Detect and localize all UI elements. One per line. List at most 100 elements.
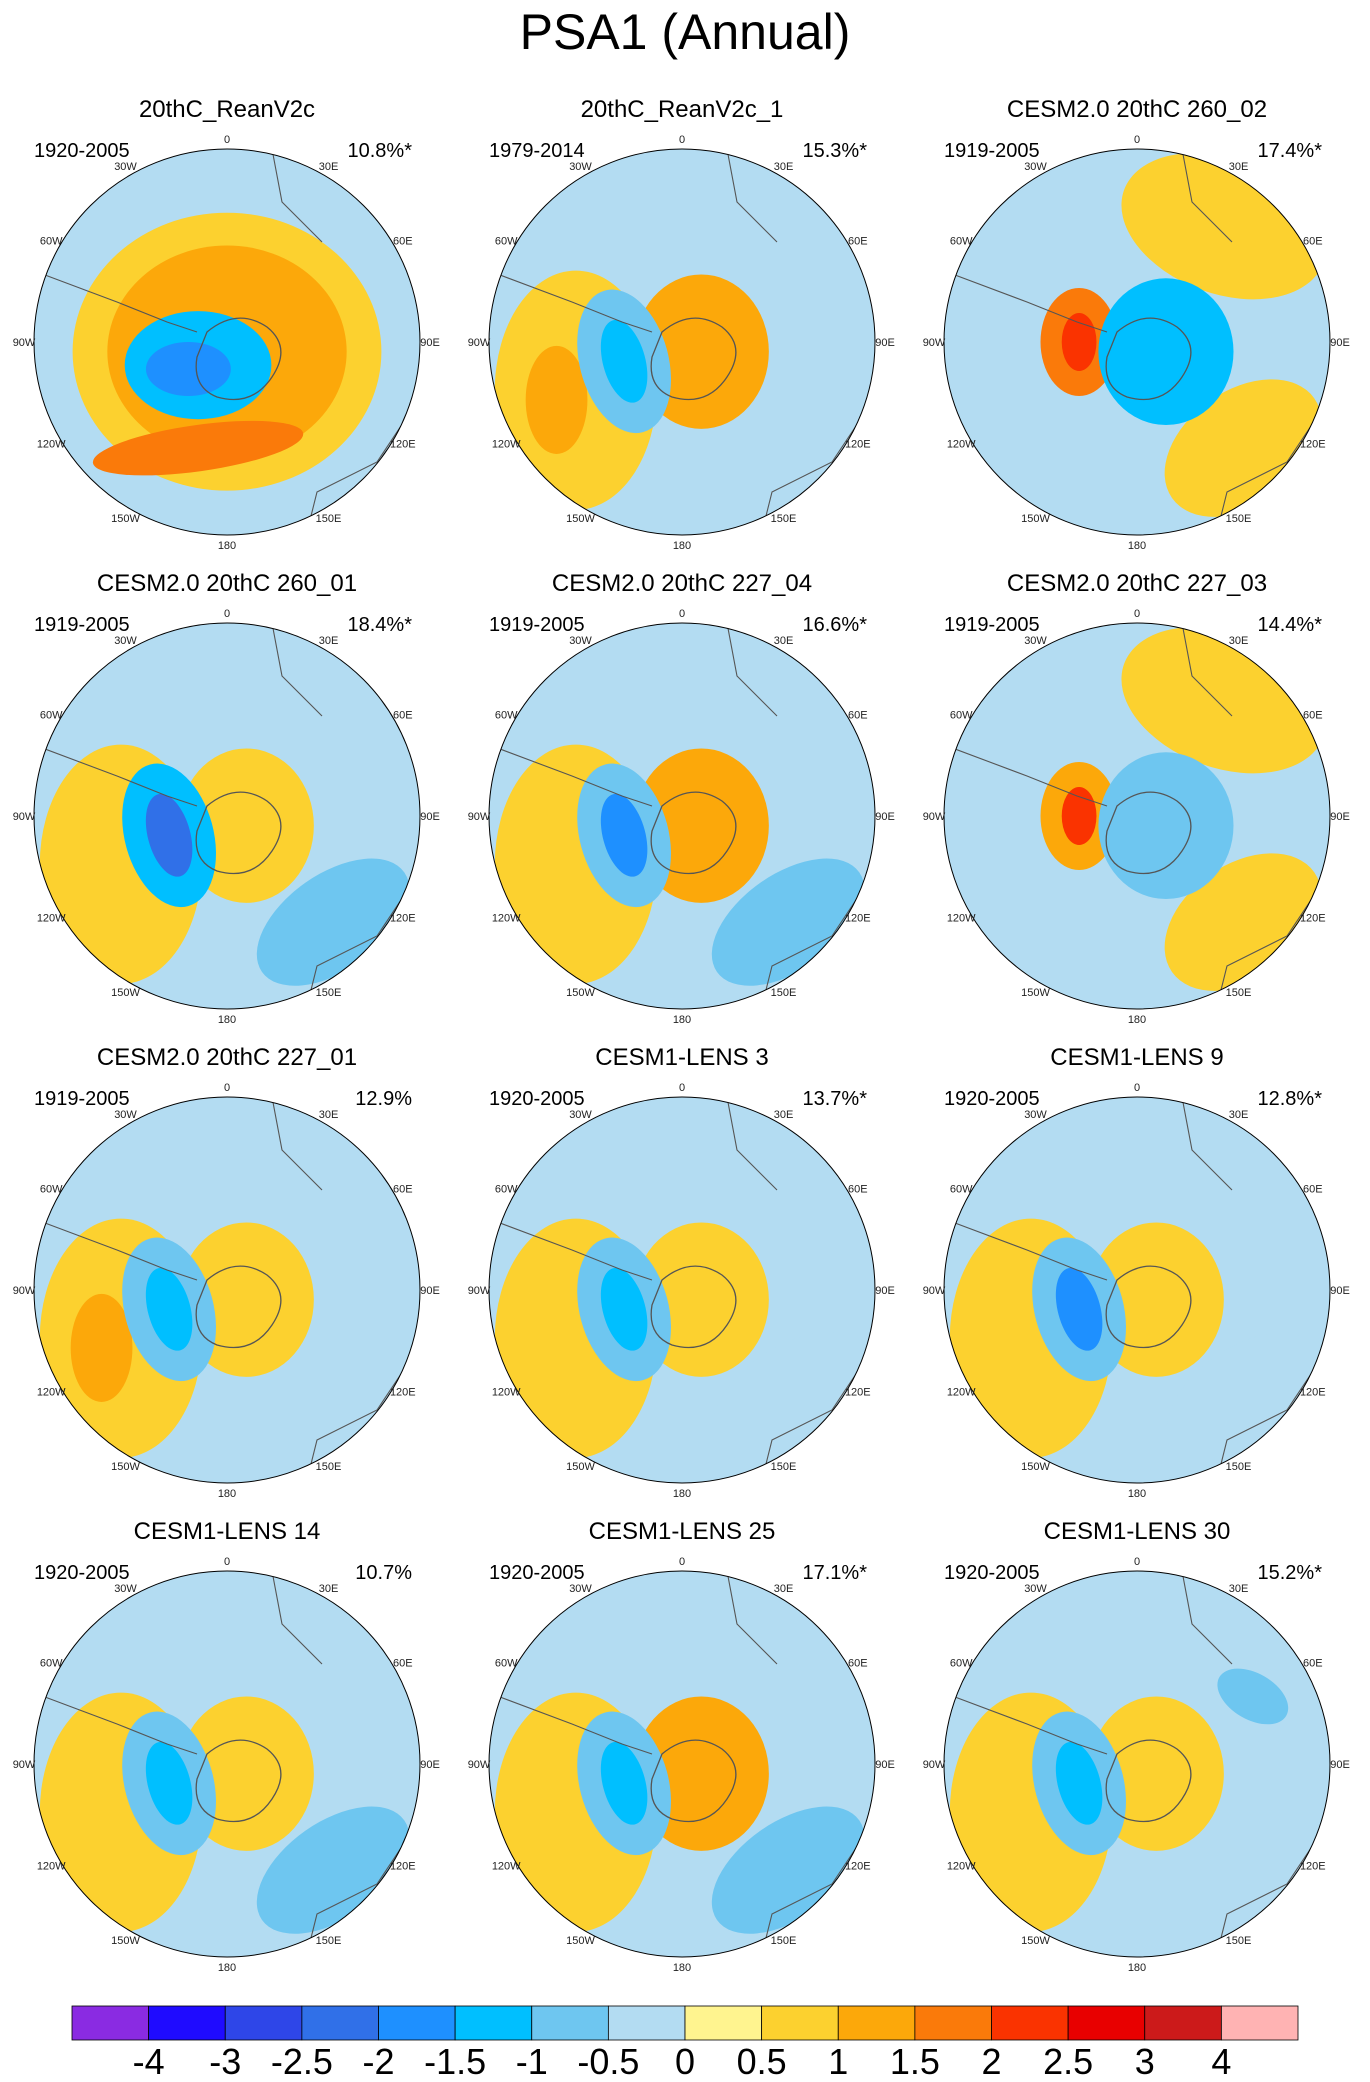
panel-title: 20thC_ReanV2c_1: [581, 96, 784, 123]
colorbar-label: 2.5: [1043, 2041, 1093, 2082]
panel-period: 1920-2005: [944, 1562, 1040, 1584]
longitude-label: 0: [1134, 134, 1140, 146]
panel-variance: 10.8%*: [348, 140, 413, 162]
coastline: [946, 1693, 1108, 1755]
anomaly-contour: [600, 1741, 648, 1825]
figure-title: PSA1 (Annual): [519, 4, 851, 60]
coastline: [726, 1571, 778, 1665]
colorbar-label: 1.5: [890, 2041, 940, 2082]
coastline: [306, 1823, 418, 1955]
coastline: [491, 745, 653, 807]
panel-period: 1920-2005: [944, 1088, 1040, 1110]
map-border: [33, 148, 421, 536]
panel-variance: 12.8%*: [1258, 1088, 1323, 1110]
colorbar-label: 3: [1135, 2041, 1155, 2082]
longitude-label: 60E: [848, 710, 868, 722]
coastline: [1105, 1265, 1192, 1349]
colorbar-swatch: [914, 2005, 992, 2041]
longitude-label: 60E: [393, 1184, 413, 1196]
colorbar-swatch: [301, 2005, 379, 2041]
map-border: [488, 622, 876, 1010]
map-border: [943, 1096, 1331, 1484]
anomaly-contour: [711, 1332, 865, 1460]
coastline: [1105, 1739, 1192, 1823]
longitude-label: 30E: [319, 635, 339, 647]
coastline: [946, 1219, 1108, 1281]
longitude-label: 90W: [13, 337, 36, 349]
longitude-label: 0: [224, 134, 230, 146]
colorbar-label: -4: [133, 2041, 165, 2082]
anomaly-contour: [1055, 1741, 1103, 1825]
longitude-label: 150W: [566, 987, 595, 999]
panel-title: CESM1-LENS 30: [1044, 1518, 1231, 1545]
coastline: [1216, 875, 1328, 1007]
longitude-label: 150E: [771, 513, 797, 525]
longitude-label: 120E: [1300, 439, 1326, 451]
panel-period: 1919-2005: [944, 614, 1040, 636]
longitude-label: 30W: [569, 635, 592, 647]
anomaly-contour: [145, 1741, 193, 1825]
coastline: [726, 1097, 778, 1191]
map-border: [943, 622, 1331, 1010]
longitude-label: 150E: [1226, 987, 1252, 999]
coastline: [650, 791, 737, 875]
anomaly-contour: [600, 319, 648, 403]
anomaly-contour: [92, 420, 304, 476]
coastline: [761, 1349, 873, 1481]
anomaly-contour: [711, 858, 865, 986]
panel-period: 1979-2014: [489, 140, 585, 162]
longitude-label: 150W: [1021, 1461, 1050, 1473]
coastline: [306, 401, 418, 533]
panel-title: CESM1-LENS 14: [134, 1518, 321, 1545]
longitude-label: 30E: [319, 161, 339, 173]
longitude-label: 120W: [37, 1861, 66, 1873]
longitude-label: 90E: [1330, 811, 1350, 823]
coastline: [1216, 1823, 1328, 1955]
colorbar-swatch: [1220, 2005, 1299, 2041]
colorbar-label: -0.5: [577, 2041, 639, 2082]
panel-title: CESM1-LENS 9: [1050, 1044, 1223, 1071]
panel-variance: 10.7%: [355, 1562, 412, 1584]
longitude-label: 60W: [495, 1184, 518, 1196]
coastline: [726, 149, 778, 243]
longitude-label: 30E: [774, 635, 794, 647]
coastline: [946, 745, 1108, 807]
longitude-label: 150E: [316, 1461, 342, 1473]
longitude-label: 180: [673, 1962, 691, 1974]
map-panel: CESM2.0 20thC 227_03 1919-2005 14.4%* 0 30E 6…: [923, 570, 1350, 1026]
panel-period: 1920-2005: [489, 1562, 585, 1584]
map-panel: CESM2.0 20thC 260_01 1919-2005 18.4%* 0 30E 6…: [13, 570, 440, 1026]
longitude-label: 180: [1128, 1014, 1146, 1026]
longitude-label: 30E: [319, 1583, 339, 1595]
longitude-label: 60W: [40, 1658, 63, 1670]
anomaly-contour: [525, 345, 588, 454]
colorbar-swatch: [531, 2005, 609, 2041]
longitude-label: 120E: [1300, 1387, 1326, 1399]
panel-title: CESM2.0 20thC 260_01: [97, 570, 357, 597]
longitude-label: 120W: [947, 913, 976, 925]
panel-period: 1919-2005: [34, 614, 130, 636]
longitude-label: 0: [1134, 608, 1140, 620]
longitude-label: 90W: [923, 1285, 946, 1297]
longitude-label: 120E: [845, 1387, 871, 1399]
longitude-label: 30E: [1229, 635, 1249, 647]
colorbar-label: -2.5: [271, 2041, 333, 2082]
longitude-label: 180: [673, 540, 691, 552]
panel-title: CESM2.0 20thC 227_03: [1007, 570, 1267, 597]
longitude-label: 120W: [492, 913, 521, 925]
colorbar-swatch: [837, 2005, 916, 2041]
colorbar-swatch: [1067, 2005, 1146, 2041]
anomaly-contour: [600, 1267, 648, 1351]
longitude-label: 90W: [468, 1285, 491, 1297]
longitude-label: 60W: [40, 1184, 63, 1196]
coastline: [36, 1693, 198, 1755]
longitude-label: 90E: [420, 811, 440, 823]
longitude-label: 30W: [114, 161, 137, 173]
panel-period: 1920-2005: [34, 140, 130, 162]
colorbar-label: 0: [675, 2041, 695, 2082]
anomaly-contour: [1061, 787, 1097, 845]
longitude-label: 120E: [1300, 1861, 1326, 1873]
coastline: [726, 623, 778, 717]
